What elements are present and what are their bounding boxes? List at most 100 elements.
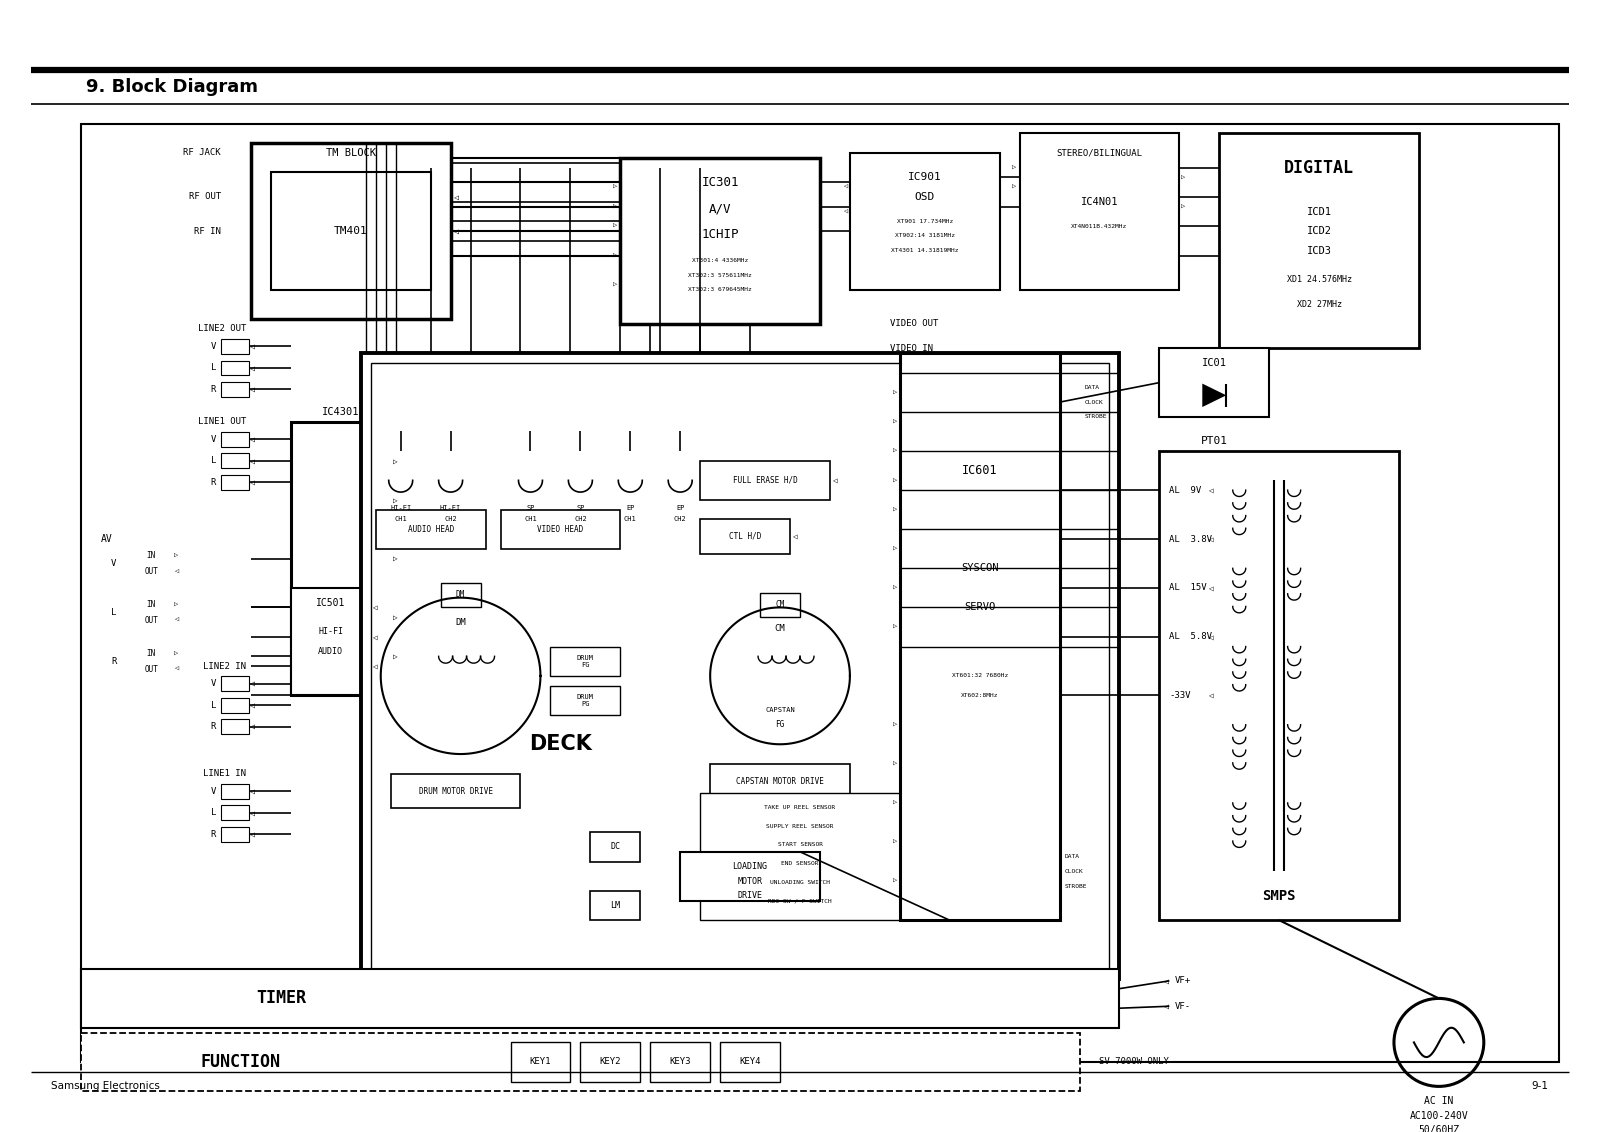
Text: L: L [211,456,216,465]
Text: CM: CM [774,625,786,634]
Text: XT902:14 3181MHz: XT902:14 3181MHz [894,233,955,239]
Text: ◁: ◁ [454,192,459,201]
Text: ◁: ◁ [250,363,254,372]
Text: AUDIO HEAD: AUDIO HEAD [408,525,454,533]
Text: REC SW / F SWITCH: REC SW / F SWITCH [768,898,832,903]
Text: ◁: ◁ [373,603,378,612]
Text: RF OUT: RF OUT [189,192,221,201]
Text: VIDEO IN: VIDEO IN [890,344,933,353]
Bar [221,361,250,376]
Text: L: L [211,808,216,817]
Text: DC: DC [610,842,621,851]
Bar [221,719,250,734]
Text: HI-FI: HI-FI [440,505,461,511]
Text: 1CHIP: 1CHIP [701,228,739,240]
Text: ▷: ▷ [1013,185,1016,190]
Text: EP: EP [626,505,635,511]
Text: ◁: ◁ [843,185,846,190]
Text: IC501: IC501 [317,598,346,608]
Text: ICD1: ICD1 [1307,206,1331,216]
Bar [221,783,250,798]
Text: IN: IN [147,600,155,609]
Text: LINE1 IN: LINE1 IN [203,769,246,778]
Text: LINE2 IN: LINE2 IN [203,661,246,670]
Text: IC01: IC01 [1202,358,1227,368]
Bar [371,363,1109,969]
Text: EP: EP [675,505,685,511]
Text: ▷: ▷ [392,496,397,505]
Bar [221,805,250,820]
Text: IC4301: IC4301 [322,406,360,417]
Text: OUT: OUT [144,567,158,576]
Text: KEY2: KEY2 [600,1057,621,1066]
Text: SP: SP [526,505,534,511]
Text: AL  15V: AL 15V [1170,583,1206,592]
Text: MOTOR: MOTOR [738,876,763,885]
Text: RF JACK: RF JACK [184,148,221,157]
Bar [650,1043,710,1081]
Text: ◁: ◁ [373,633,378,641]
Text: LM: LM [610,901,621,910]
Text: ▷: ▷ [893,389,898,395]
Text: ◁: ◁ [174,568,178,574]
Text: XT901 17.734MHz: XT901 17.734MHz [896,218,954,224]
Text: CH1: CH1 [525,516,538,523]
Text: ◁: ◁ [250,478,254,487]
Text: IC901: IC901 [907,172,942,182]
Text: ▷: ▷ [893,839,898,844]
Bar [221,475,250,490]
Text: R: R [211,722,216,731]
Text: 9. Block Diagram: 9. Block Diagram [86,78,258,96]
Text: ◁: ◁ [250,830,254,839]
Text: XD1 24.576MHz: XD1 24.576MHz [1286,275,1352,284]
Text: ▷: ▷ [392,554,397,563]
Bar [221,383,250,397]
Bar [680,851,819,901]
Text: ▷: ▷ [613,223,618,229]
Bar [899,353,1059,920]
Text: XT4N011B.432MHz: XT4N011B.432MHz [1072,224,1128,229]
Text: CM: CM [776,600,784,609]
Text: XT302:3 679645MHz: XT302:3 679645MHz [688,288,752,292]
Text: SYSCON: SYSCON [962,564,998,573]
Text: CLOCK: CLOCK [1085,400,1104,404]
Bar [550,646,621,676]
Text: ▷: ▷ [613,185,618,190]
Text: ◁: ◁ [250,342,254,351]
Text: ▷: ▷ [613,204,618,209]
Text: OUT: OUT [144,664,158,674]
Text: STEREO/BILINGUAL: STEREO/BILINGUAL [1056,148,1142,157]
Text: ▷: ▷ [613,282,618,288]
Bar [270,172,430,290]
Bar [221,432,250,447]
Text: V: V [211,435,216,444]
Text: IC4N01: IC4N01 [1080,197,1118,207]
Text: ▷: ▷ [613,252,618,258]
Text: R: R [211,478,216,487]
Text: L: L [211,363,216,372]
Bar [1219,134,1419,349]
Text: ◁: ◁ [250,435,254,444]
Text: START SENSOR: START SENSOR [778,842,822,848]
Text: ▷: ▷ [893,448,898,454]
Bar [760,593,800,617]
Text: ◁: ◁ [843,208,846,215]
Text: -33V: -33V [1170,691,1190,700]
Text: AC100-240V: AC100-240V [1410,1110,1469,1121]
Bar [221,340,250,354]
Text: DATA: DATA [1085,385,1099,391]
Text: CTL H/D: CTL H/D [730,532,762,541]
Text: FG: FG [776,720,784,729]
Text: ◁: ◁ [834,475,837,484]
Text: IN: IN [147,649,155,658]
Text: ◁: ◁ [174,666,178,672]
Text: ▷: ▷ [1013,164,1016,171]
Text: ICD3: ICD3 [1307,246,1331,256]
Bar [701,794,899,920]
Text: ▷: ▷ [174,601,178,608]
Text: SMPS: SMPS [1262,889,1296,903]
Text: CH2: CH2 [674,516,686,523]
Bar [221,697,250,712]
Bar [1019,134,1179,290]
Text: ◁: ◁ [250,701,254,710]
